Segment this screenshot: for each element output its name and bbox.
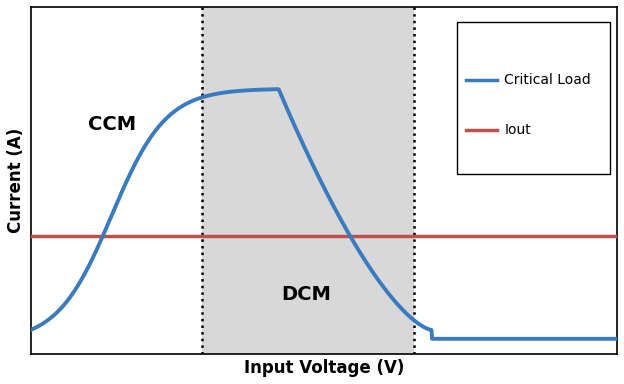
Y-axis label: Current (A): Current (A): [7, 127, 25, 233]
Bar: [202, 7, 414, 354]
Text: Iout: Iout: [504, 123, 531, 137]
Text: Critical Load: Critical Load: [504, 73, 591, 88]
FancyBboxPatch shape: [457, 22, 610, 174]
Text: DCM: DCM: [281, 285, 331, 304]
X-axis label: Input Voltage (V): Input Voltage (V): [243, 359, 404, 377]
Text: CCM: CCM: [87, 115, 136, 134]
Text: CCM: CCM: [467, 115, 515, 134]
